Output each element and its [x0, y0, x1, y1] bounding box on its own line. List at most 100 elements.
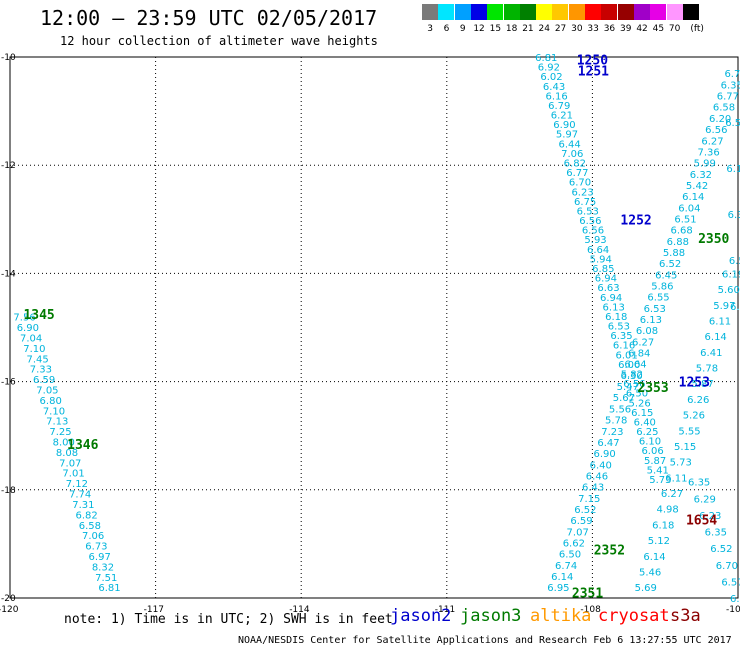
wave-height-value: 6.15 [631, 408, 653, 419]
color-scale-swatch [422, 4, 438, 20]
wave-height-value: 5.56 [609, 404, 631, 415]
wave-height-value: 6.80 [40, 396, 62, 407]
wave-height-value: 6.21 [551, 111, 573, 122]
wave-height-value: 6.70 [716, 561, 738, 572]
wave-height-value: 6.08 [636, 326, 658, 337]
wave-height-value: 7.45 [26, 354, 48, 365]
wave-height-value: 6.90 [594, 449, 616, 460]
wave-height-value: 6.11 [709, 316, 731, 327]
wave-height-value: 5.94 [590, 254, 612, 265]
wave-height-value: 6.14 [682, 192, 704, 203]
wave-height-value: 5.12 [648, 536, 670, 547]
wave-height-value: 6.10 [639, 437, 661, 448]
wave-height-value: 6.79 [548, 101, 570, 112]
wave-height-value: 7.25 [49, 427, 71, 438]
x-tick-label: -108 [580, 605, 601, 615]
wave-height-value: 6.68 [671, 226, 693, 237]
color-scale-swatch [470, 4, 487, 20]
wave-height-value: 7.10 [43, 406, 65, 417]
legend-jason3: jason3 [460, 606, 522, 626]
wave-height-value: 5.26 [628, 398, 650, 409]
color-scale-swatch [519, 4, 536, 20]
wave-height-value: 6.56 [579, 216, 601, 227]
wave-height-value: 7.05 [36, 386, 58, 397]
y-tick-label: -12 [1, 161, 16, 171]
pass-time-label: 1654 [686, 514, 717, 529]
pass-time-label: 1252 [620, 213, 651, 228]
wave-height-value: 6.56 [705, 125, 727, 136]
wave-height-value: 6.88 [667, 237, 689, 248]
wave-height-value: 6.52 [659, 259, 681, 270]
wave-height-value: 6.02 [540, 72, 562, 83]
wave-height-value: 5.88 [663, 248, 685, 259]
pass-time-label: 1251 [578, 65, 609, 80]
wave-height-value: 7.31 [72, 500, 94, 511]
x-tick-label: -117 [144, 605, 164, 615]
wave-height-value: 7.10 [23, 344, 45, 355]
wave-height-value: 6.77 [566, 168, 588, 179]
wave-height-value: 7.06 [561, 149, 583, 160]
wave-height-value: 6.64 [624, 360, 646, 371]
wave-height-value: 6.56 [623, 379, 645, 390]
wave-height-value: 6.6 [730, 594, 740, 605]
wave-height-value: 6.23 [699, 511, 721, 522]
wave-height-value: 6.29 [694, 494, 716, 505]
wave-height-value: 6.30 [620, 371, 642, 382]
y-tick-label: -16 [1, 378, 16, 388]
color-scale-swatch [601, 4, 618, 20]
wave-height-value: 6.20 [709, 114, 731, 125]
wave-height-value: 7.13 [46, 417, 68, 428]
wave-height-value: 6.19 [722, 269, 740, 280]
wave-height-value: 6.51 [674, 214, 696, 225]
wave-height-value: 6.35 [688, 478, 710, 489]
pass-time-label: 2350 [698, 232, 729, 247]
wave-height-value: 5.41 [647, 465, 669, 476]
y-tick-label: -14 [1, 269, 16, 279]
wave-height-value: 7.33 [30, 365, 52, 376]
wave-height-value: 6.18 [652, 520, 674, 531]
wave-height-value: 6.72 [724, 69, 740, 80]
wave-height-value: 8.32 [92, 562, 114, 573]
wave-height-value: 6.25 [636, 427, 658, 438]
wave-height-value: 6.5 [729, 256, 740, 267]
wave-height-value: 6.13 [603, 302, 625, 313]
color-scale-label: 45 [652, 24, 665, 34]
color-scale-swatch [503, 4, 520, 20]
wave-height-value: 6.43 [543, 82, 565, 93]
wave-height-value: 6.58 [713, 103, 735, 114]
wave-height-value: 5.97 [713, 301, 735, 312]
wave-height-value: 6.63 [597, 283, 619, 294]
color-scale-label: 9 [459, 24, 466, 34]
wave-height-value: 6.5 [725, 118, 740, 129]
wave-height-value: 6.1 [726, 164, 740, 175]
wave-height-value: 6.01 [616, 350, 638, 361]
wave-height-value: 6.50 [559, 550, 581, 561]
wave-height-value: 6.90 [553, 120, 575, 131]
wave-height-value: 7.07 [567, 527, 589, 538]
wave-height-value: 6.64 [587, 245, 609, 256]
y-tick-label: -20 [1, 594, 16, 604]
color-scale-swatch [552, 4, 569, 20]
wave-height-value: 6.7 [730, 302, 740, 313]
color-scale-swatch [617, 4, 634, 20]
wave-height-value: 6.16 [613, 341, 635, 352]
wave-height-value: 7.15 [578, 494, 600, 505]
wave-height-value: 6.35 [721, 80, 740, 91]
pass-time-label: 2352 [594, 543, 625, 558]
wave-height-value: 5.99 [694, 159, 716, 170]
legend-cryosat: cryosat [598, 606, 670, 626]
wave-height-value: 5.73 [670, 458, 692, 469]
wave-height-value: 5.93 [584, 235, 606, 246]
x-tick-label: -120 [0, 605, 19, 615]
color-scale-swatch [682, 4, 699, 20]
wave-height-value: 6.59 [33, 375, 55, 386]
wave-height-value: 7.51 [95, 573, 117, 584]
color-scale-swatch [536, 4, 553, 20]
chart-subtitle: 12 hour collection of altimeter wave hei… [60, 34, 378, 48]
wave-height-value: 6.06 [641, 446, 663, 457]
wave-height-value: 6.74 [555, 561, 577, 572]
color-scale-label: 18 [505, 24, 518, 34]
color-scale-unit: (ft) [690, 24, 704, 34]
wave-height-value: 5.87 [691, 379, 713, 390]
